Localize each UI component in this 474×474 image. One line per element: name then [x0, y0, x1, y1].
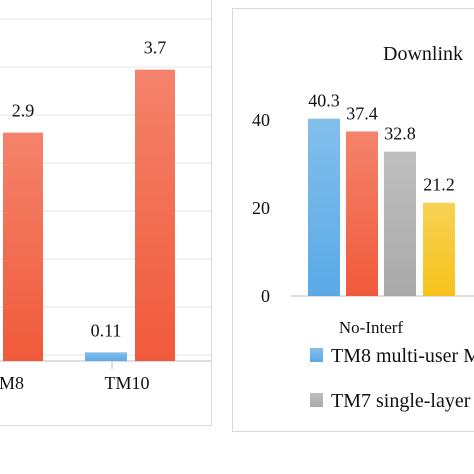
left-chart-panel: 2.9 0.11 3.7 M8 TM10: [0, 0, 212, 426]
right-chart-svg: Downlink 0 20 40 40.3 37.4 32.8 21.2 No-Interf TM…: [252, 43, 474, 412]
left-chart-svg: 2.9 0.11 3.7 M8 TM10: [0, 18, 211, 393]
data-label: 40.3: [308, 91, 340, 111]
data-label: 2.9: [12, 101, 35, 121]
bar: [135, 69, 175, 361]
y-tick-label: 40: [252, 110, 270, 130]
legend-swatch: [310, 393, 323, 407]
bar: [308, 118, 340, 297]
category-label: No-Interf: [339, 318, 404, 337]
data-label: 3.7: [144, 38, 167, 58]
bar: [85, 352, 127, 361]
data-label: 21.2: [423, 175, 455, 195]
data-label: 37.4: [346, 103, 378, 123]
category-label: M8: [0, 373, 24, 393]
y-tick-label: 0: [261, 286, 270, 306]
data-label: 0.11: [91, 320, 122, 340]
legend-label: TM8 multi-user M: [331, 345, 474, 367]
bar: [346, 131, 378, 296]
legend-swatch: [310, 348, 323, 362]
data-label: 32.8: [384, 124, 416, 144]
bar: [423, 202, 455, 296]
bar: [384, 151, 416, 296]
y-tick-label: 20: [252, 198, 270, 218]
legend-label: TM7 single-layer: [331, 390, 471, 412]
chart-title: Downlink: [383, 43, 463, 65]
bar: [3, 132, 43, 361]
category-label: TM10: [105, 373, 150, 393]
right-chart-panel: Downlink 0 20 40 40.3 37.4 32.8 21.2 No-Interf TM…: [232, 8, 474, 432]
